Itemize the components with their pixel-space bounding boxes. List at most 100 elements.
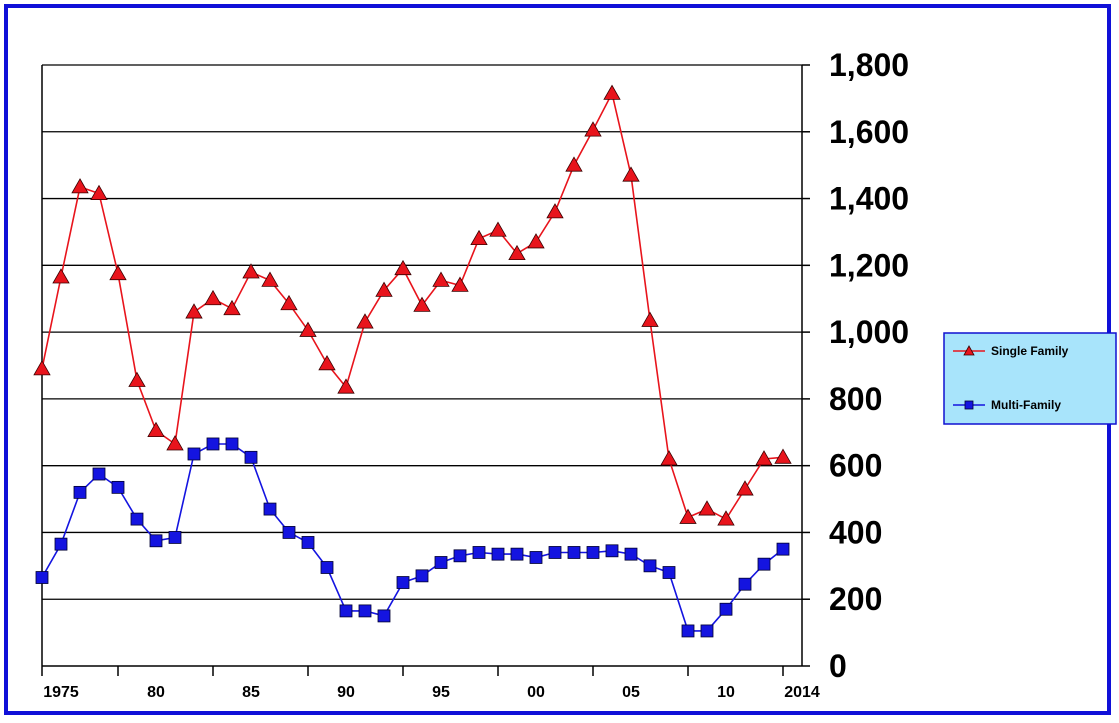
data-point-single-family <box>717 510 735 526</box>
data-point-multi-family <box>377 609 391 623</box>
data-point-single-family <box>508 244 526 261</box>
legend-label-multi-family: Multi-Family <box>991 398 1061 412</box>
y-tick-label: 600 <box>829 448 882 484</box>
data-point-multi-family <box>396 576 410 589</box>
data-point-single-family <box>375 281 393 297</box>
data-point-multi-family <box>719 602 733 616</box>
y-tick-label: 1,400 <box>829 181 909 217</box>
data-point-multi-family <box>73 485 87 499</box>
data-point-single-family <box>394 259 412 276</box>
series-line-single-family <box>41 91 784 521</box>
data-point-multi-family <box>415 569 429 583</box>
data-point-single-family <box>622 166 640 182</box>
data-point-single-family <box>489 221 507 237</box>
data-point-single-family <box>584 121 602 137</box>
data-point-single-family <box>413 296 431 312</box>
data-point-single-family <box>33 360 51 376</box>
y-tick-label: 1,200 <box>829 247 909 283</box>
triangle-marker-icon <box>963 345 975 356</box>
data-point-single-family <box>280 294 298 311</box>
y-tick-label: 200 <box>829 581 882 617</box>
data-point-single-family <box>660 450 678 466</box>
series-line-multi-family <box>41 443 784 632</box>
data-point-multi-family <box>605 544 619 558</box>
data-point-single-family <box>242 263 260 279</box>
y-tick-label: 0 <box>829 648 847 684</box>
data-point-multi-family <box>700 624 714 638</box>
data-point-multi-family <box>643 559 657 573</box>
x-tick-label: 80 <box>147 684 165 701</box>
data-point-single-family <box>698 500 716 516</box>
data-point-single-family <box>337 378 355 394</box>
data-point-single-family <box>52 268 70 284</box>
data-point-single-family <box>774 448 792 464</box>
data-point-single-family <box>470 229 488 246</box>
data-point-multi-family <box>358 604 372 618</box>
data-point-multi-family <box>624 547 638 561</box>
data-point-multi-family <box>681 624 695 638</box>
data-point-multi-family <box>92 467 106 481</box>
data-point-single-family <box>299 321 317 337</box>
x-tick-label: 00 <box>527 684 545 701</box>
data-point-single-family <box>204 289 222 306</box>
data-point-multi-family <box>187 447 201 461</box>
data-point-multi-family <box>776 542 790 556</box>
y-tick-label: 1,800 <box>829 47 909 83</box>
data-point-single-family <box>90 184 108 200</box>
y-tick-labels: 0 200 400 600 800 1,000 1,200 1,400 1,600 1,800 <box>829 47 909 684</box>
data-point-multi-family <box>282 526 296 539</box>
legend: Single Family Multi-Family <box>943 332 1117 425</box>
data-point-multi-family <box>168 531 182 544</box>
x-tick-label: 85 <box>242 684 260 701</box>
data-point-single-family <box>147 421 165 438</box>
data-point-single-family <box>261 271 279 287</box>
x-tick-label: 05 <box>622 684 640 701</box>
data-point-multi-family <box>244 450 258 464</box>
data-point-single-family <box>451 276 469 292</box>
axes <box>41 64 810 676</box>
x-tick-labels: 1975 80 85 90 95 00 05 10 2014 <box>43 684 820 701</box>
data-point-single-family <box>603 84 621 100</box>
data-point-multi-family <box>757 557 771 571</box>
data-point-multi-family <box>472 546 486 559</box>
data-point-multi-family <box>301 536 315 549</box>
series-layer <box>33 84 792 638</box>
data-point-single-family <box>166 435 184 451</box>
y-tick-label: 400 <box>829 514 882 550</box>
data-point-multi-family <box>35 571 49 584</box>
data-point-single-family <box>71 178 89 194</box>
data-point-multi-family <box>738 577 752 591</box>
data-point-single-family <box>128 371 146 387</box>
data-point-single-family <box>736 480 754 496</box>
data-point-single-family <box>356 313 374 329</box>
data-point-multi-family <box>339 604 353 618</box>
data-point-multi-family <box>586 546 600 559</box>
data-point-single-family <box>318 355 336 371</box>
data-point-multi-family <box>130 512 144 526</box>
data-point-multi-family <box>206 437 220 451</box>
legend-entry-single-family: Single Family <box>953 344 1069 358</box>
data-point-single-family <box>185 303 203 319</box>
data-point-multi-family <box>529 551 543 564</box>
data-point-single-family <box>755 450 773 466</box>
data-point-multi-family <box>149 534 163 548</box>
data-point-single-family <box>527 233 545 249</box>
x-tick-label: 10 <box>717 684 735 701</box>
data-point-multi-family <box>548 546 562 559</box>
data-point-multi-family <box>510 547 524 561</box>
x-tick-label: 90 <box>337 684 355 701</box>
x-tick-label: 1975 <box>43 684 79 701</box>
data-point-single-family <box>546 203 564 219</box>
chart-frame <box>4 4 1111 715</box>
data-point-single-family <box>109 264 127 281</box>
data-point-multi-family <box>453 549 467 563</box>
y-tick-label: 1,600 <box>829 114 909 150</box>
data-point-multi-family <box>434 556 448 569</box>
data-point-multi-family <box>567 546 581 559</box>
x-tick-label: 2014 <box>784 684 820 701</box>
data-point-multi-family <box>491 547 505 561</box>
data-point-multi-family <box>662 566 676 579</box>
x-tick-label: 95 <box>432 684 450 701</box>
data-point-multi-family <box>225 437 239 451</box>
